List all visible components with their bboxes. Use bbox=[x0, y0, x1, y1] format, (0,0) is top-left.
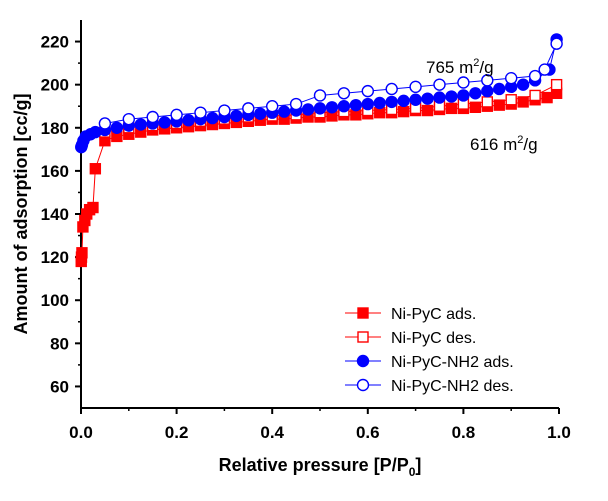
series-2 bbox=[75, 33, 563, 154]
data-point bbox=[313, 102, 327, 115]
annotation-616: 616 m2/g bbox=[470, 134, 538, 154]
data-point bbox=[182, 114, 195, 127]
data-point bbox=[230, 109, 243, 123]
legend-label: Ni-PyC des. bbox=[391, 330, 476, 347]
legend-item: Ni-PyC des. bbox=[345, 330, 476, 347]
y-tick-label: 160 bbox=[41, 162, 69, 181]
data-point bbox=[254, 107, 267, 120]
data-point bbox=[481, 84, 494, 98]
data-point bbox=[445, 102, 458, 115]
data-point bbox=[505, 94, 517, 106]
legend-label: Ni-PyC-NH2 des. bbox=[391, 378, 514, 395]
data-point bbox=[146, 110, 159, 124]
data-point bbox=[550, 37, 563, 50]
y-tick-label: 180 bbox=[41, 119, 69, 138]
y-tick-label: 80 bbox=[50, 334, 69, 353]
data-point bbox=[361, 84, 374, 98]
data-point bbox=[218, 104, 231, 117]
data-point bbox=[493, 82, 506, 96]
legend-marker bbox=[357, 331, 369, 343]
data-point bbox=[538, 63, 551, 76]
legend-item: Ni-PyC-NH2 ads. bbox=[345, 354, 514, 371]
data-point bbox=[313, 89, 327, 102]
data-point bbox=[134, 118, 147, 131]
data-point bbox=[337, 87, 351, 100]
y-tick-label: 120 bbox=[41, 248, 69, 267]
data-point bbox=[110, 121, 124, 134]
data-point bbox=[481, 74, 494, 87]
data-point bbox=[373, 96, 386, 110]
data-point bbox=[277, 105, 291, 118]
data-point bbox=[76, 247, 88, 259]
data-point bbox=[385, 82, 398, 96]
y-tick-label: 140 bbox=[41, 205, 69, 224]
data-point bbox=[505, 71, 518, 85]
data-point bbox=[469, 101, 482, 114]
data-point bbox=[516, 78, 530, 91]
annotation-765: 765 m2/g bbox=[426, 57, 494, 77]
data-point bbox=[457, 76, 470, 89]
y-tick-label: 220 bbox=[41, 33, 69, 52]
data-point bbox=[89, 163, 102, 175]
axis-ticks: 0.0 0.2 0.4 0.6 0.8 1.0 60 80 100 120 140 160 180 200… bbox=[41, 33, 571, 442]
data-point bbox=[349, 98, 363, 112]
legend-label: Ni-PyC-NH2 ads. bbox=[391, 354, 514, 371]
x-tick-label: 0.6 bbox=[356, 423, 380, 442]
y-tick-label: 60 bbox=[50, 377, 69, 396]
data-point bbox=[170, 108, 183, 122]
data-point bbox=[493, 99, 505, 111]
data-point bbox=[421, 104, 434, 117]
data-point bbox=[266, 100, 279, 113]
data-point bbox=[433, 78, 446, 91]
y-axis-title: Amount of adsorption [cc/g] bbox=[11, 94, 31, 335]
data-point bbox=[528, 69, 542, 83]
data-point bbox=[529, 89, 541, 102]
data-point bbox=[445, 90, 458, 103]
data-point bbox=[206, 111, 219, 125]
data-point bbox=[433, 91, 446, 104]
data-point bbox=[337, 100, 351, 113]
data-point bbox=[409, 80, 422, 94]
data-point bbox=[158, 116, 171, 129]
series-layer bbox=[75, 33, 563, 268]
data-point bbox=[409, 93, 422, 106]
y-tick-label: 100 bbox=[41, 291, 69, 310]
data-point bbox=[397, 94, 410, 108]
data-point bbox=[481, 96, 493, 108]
data-point bbox=[301, 103, 315, 116]
legend-item: Ni-PyC-NH2 des. bbox=[345, 378, 514, 395]
x-tick-label: 0.2 bbox=[165, 423, 189, 442]
data-point bbox=[550, 78, 563, 91]
y-tick-label: 200 bbox=[41, 76, 69, 95]
data-point bbox=[194, 106, 207, 119]
data-point bbox=[98, 117, 112, 130]
legend-marker bbox=[356, 354, 370, 368]
data-point bbox=[385, 95, 398, 109]
data-point bbox=[397, 105, 410, 118]
legend-marker bbox=[357, 307, 369, 319]
legend-label: Ni-PyC ads. bbox=[391, 306, 476, 323]
series-3 bbox=[98, 37, 563, 130]
x-tick-label: 0.4 bbox=[260, 423, 284, 442]
data-point bbox=[457, 89, 470, 102]
data-point bbox=[469, 87, 482, 100]
x-axis-title: Relative pressure [P/P0] bbox=[219, 455, 422, 479]
data-point bbox=[421, 92, 434, 105]
legend-marker bbox=[356, 378, 370, 392]
data-point bbox=[87, 201, 99, 214]
data-point bbox=[242, 102, 255, 115]
x-tick-label: 0.0 bbox=[69, 423, 93, 442]
data-point bbox=[325, 101, 339, 114]
x-tick-label: 1.0 bbox=[547, 423, 571, 442]
data-point bbox=[517, 96, 529, 108]
x-tick-label: 0.8 bbox=[452, 423, 476, 442]
data-point bbox=[541, 91, 553, 104]
data-point bbox=[289, 97, 303, 111]
legend-item: Ni-PyC ads. bbox=[345, 306, 476, 323]
data-point bbox=[361, 97, 374, 111]
legend: Ni-PyC ads. Ni-PyC des. Ni-PyC-NH2 ads. Ni-… bbox=[345, 306, 514, 395]
data-point bbox=[122, 112, 136, 126]
